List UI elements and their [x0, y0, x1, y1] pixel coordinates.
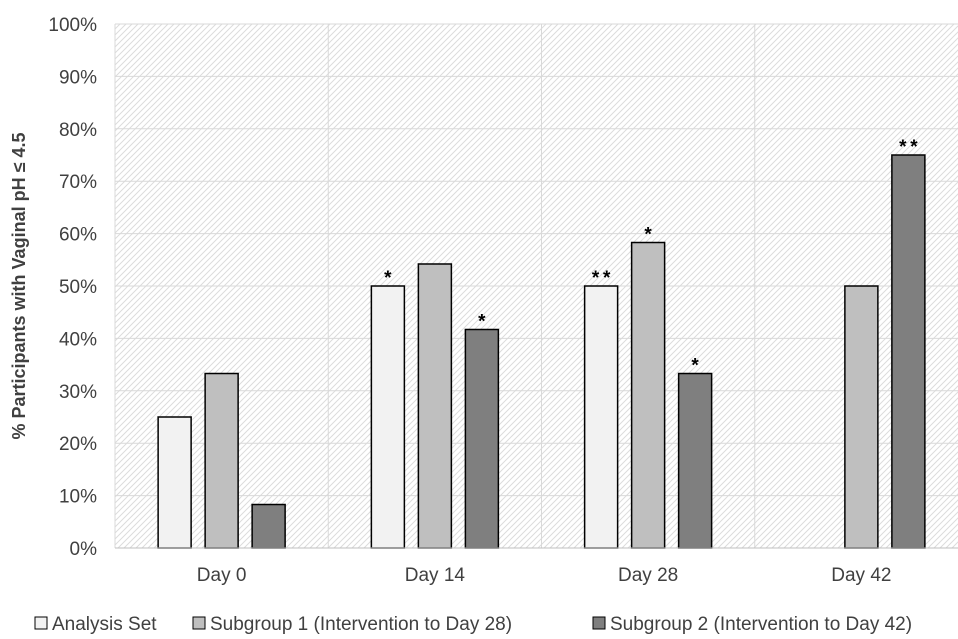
significance-marker: * *	[592, 268, 611, 289]
legend-swatch	[34, 616, 48, 630]
bar	[251, 503, 286, 549]
x-tick-label: Day 0	[197, 565, 247, 586]
bar	[630, 241, 666, 549]
bar	[417, 263, 453, 549]
significance-marker: *	[691, 356, 699, 377]
legend: Analysis Set Subgroup 1 (Intervention to …	[34, 614, 912, 635]
bar	[891, 154, 926, 549]
bar	[677, 372, 713, 549]
significance-marker: * *	[899, 137, 918, 158]
significance-marker: *	[384, 268, 392, 289]
gridlines	[114, 23, 958, 549]
bar	[370, 285, 406, 549]
legend-swatch	[592, 616, 606, 630]
bar	[583, 285, 619, 549]
x-axis: Day 0 Day 14 Day 28 Day 42	[115, 547, 958, 586]
y-tick-label: 20%	[59, 434, 97, 455]
bar	[204, 372, 239, 549]
bar	[157, 416, 192, 549]
y-tick-label: 40%	[59, 329, 97, 350]
significance-marker: *	[478, 311, 486, 332]
bar	[464, 328, 500, 549]
bar	[844, 285, 879, 549]
bars: * * * * * * * *	[157, 137, 926, 549]
y-tick-label: 30%	[59, 382, 97, 403]
legend-label: Subgroup 1 (Intervention to Day 28)	[210, 614, 512, 635]
y-tick-label: 50%	[59, 277, 97, 298]
y-tick-label: 80%	[59, 120, 97, 141]
legend-label: Subgroup 2 (Intervention to Day 42)	[610, 614, 912, 635]
y-tick-label: 0%	[70, 539, 98, 560]
y-tick-label: 100%	[48, 15, 97, 36]
legend-label: Analysis Set	[52, 614, 157, 635]
y-tick-label: 10%	[59, 487, 97, 508]
x-tick-label: Day 28	[618, 565, 678, 586]
x-tick-label: Day 42	[831, 565, 891, 586]
y-axis: 0% 10% 20% 30% 40% 50% 60% 70% 80% 90% 100%	[48, 15, 97, 560]
y-tick-label: 70%	[59, 172, 97, 193]
significance-marker: *	[644, 225, 652, 246]
y-tick-label: 60%	[59, 225, 97, 246]
y-axis-label: % Participants with Vaginal pH ≤ 4.5	[9, 133, 29, 440]
x-tick-label: Day 14	[405, 565, 466, 586]
legend-swatch	[192, 616, 206, 630]
y-tick-label: 90%	[59, 67, 97, 88]
